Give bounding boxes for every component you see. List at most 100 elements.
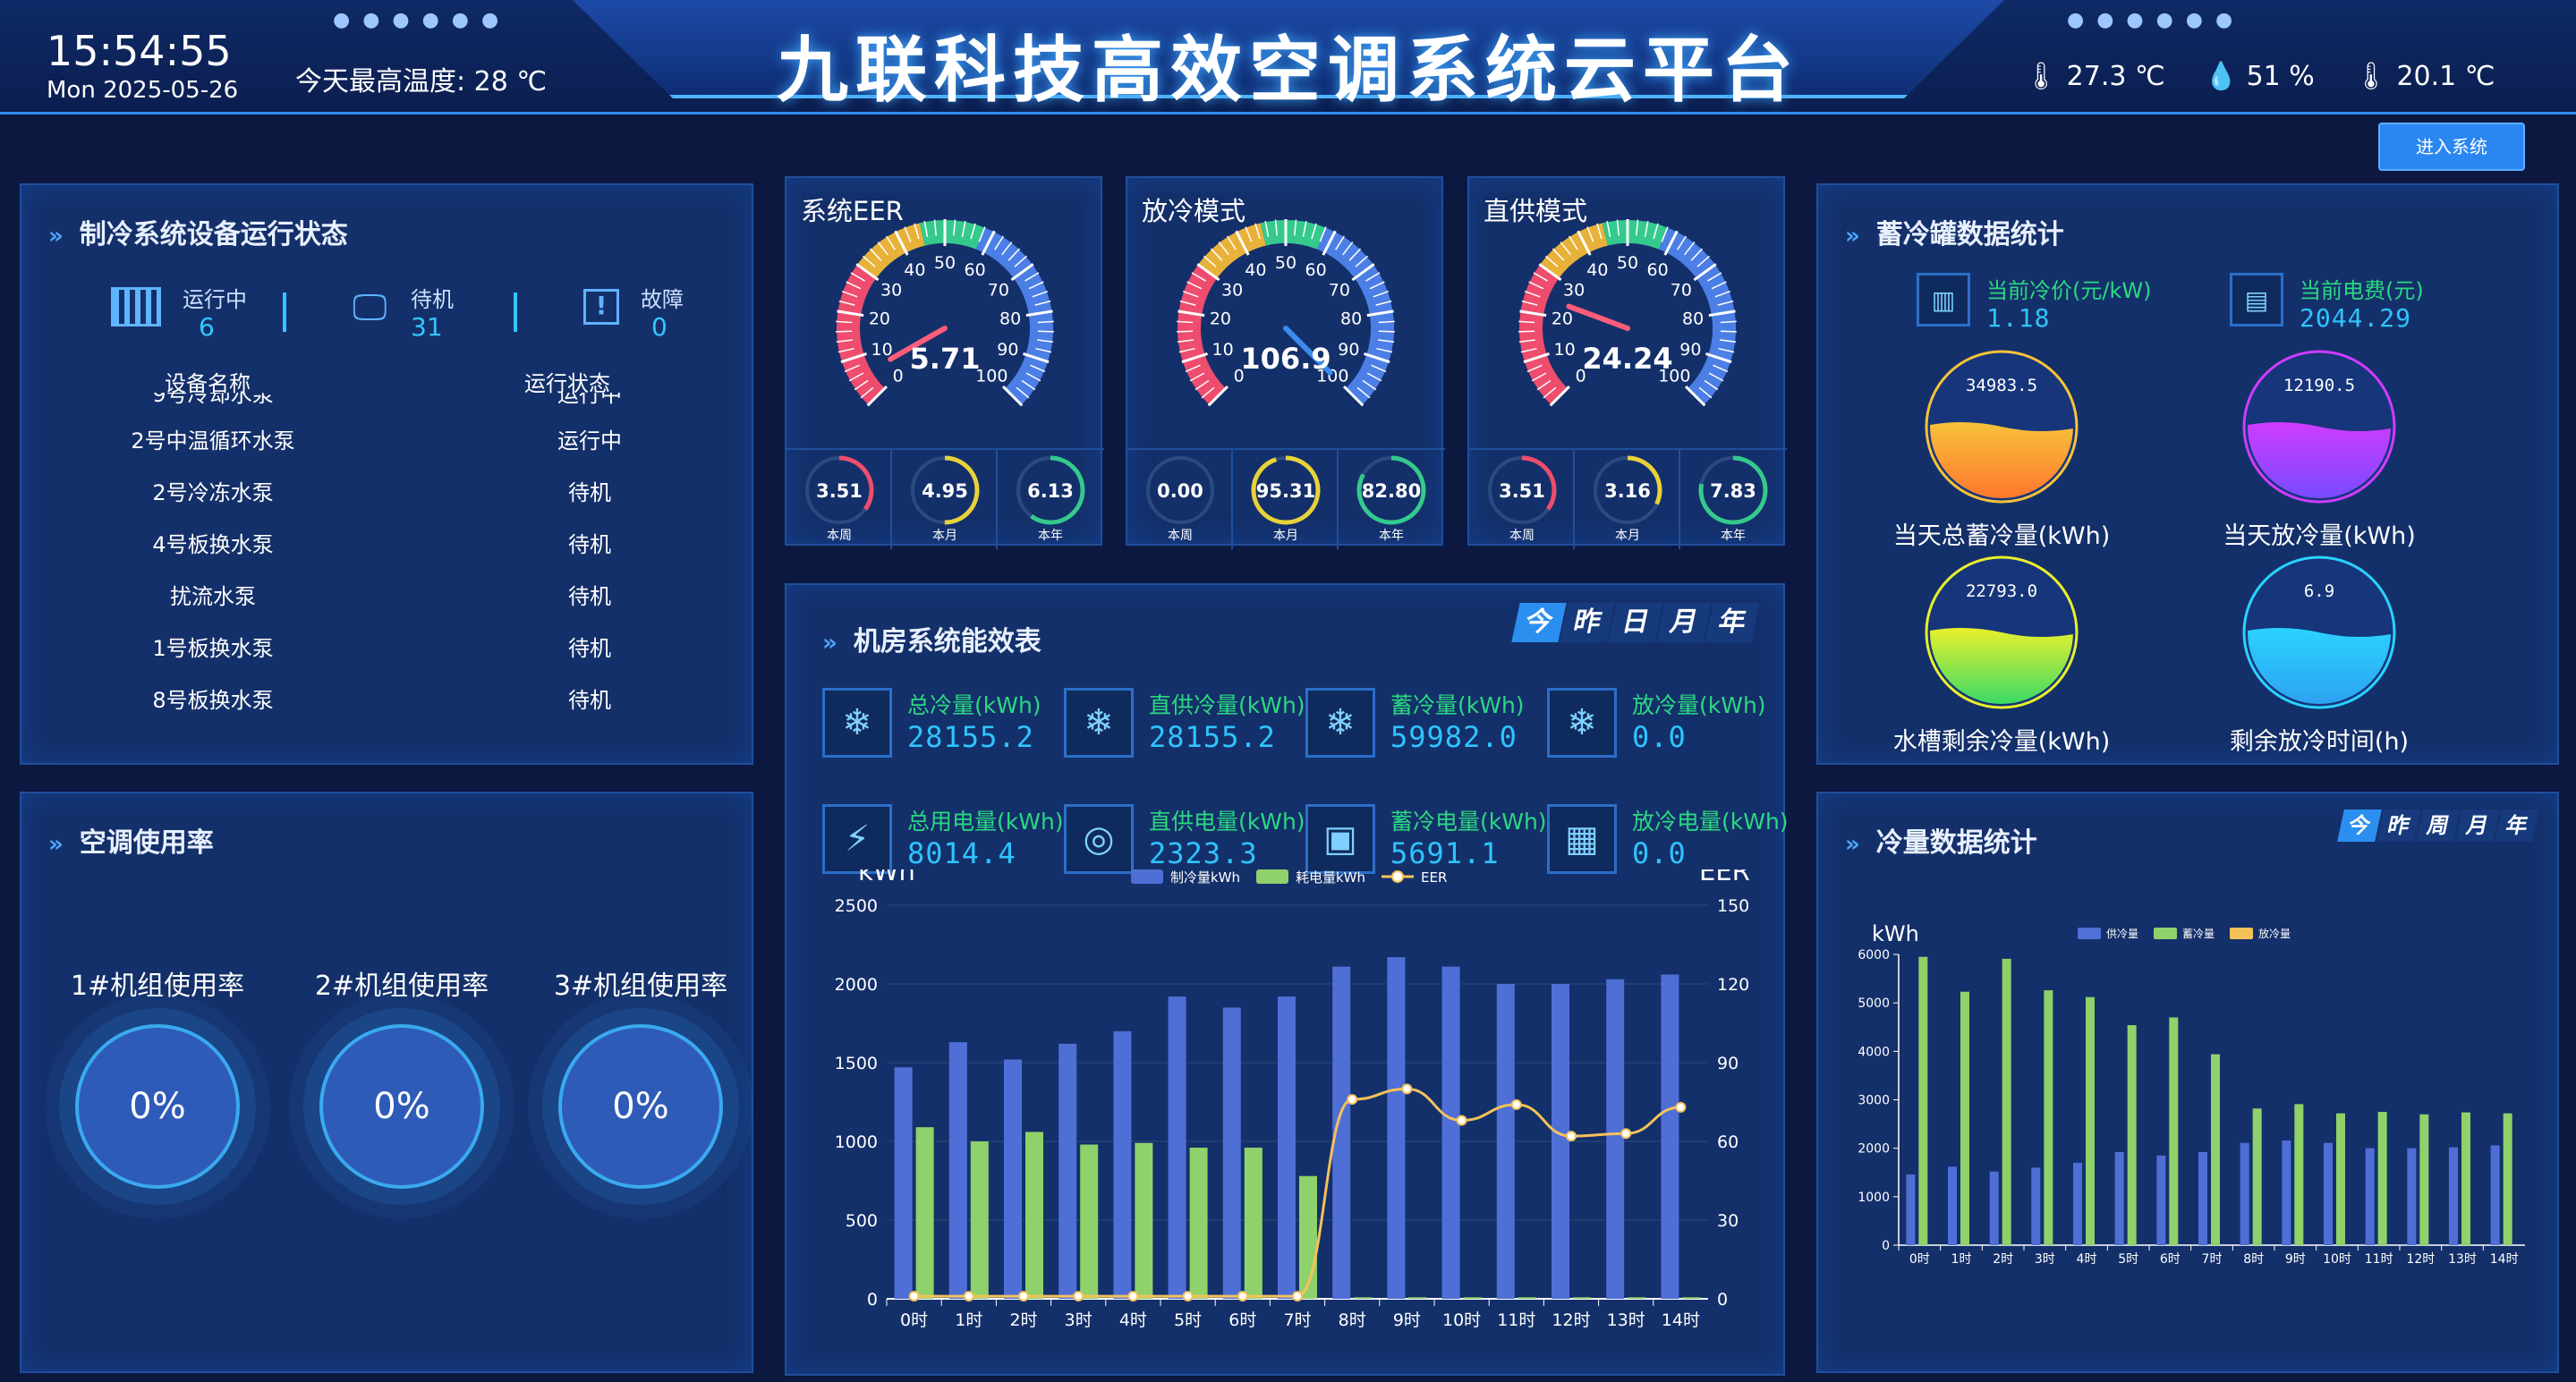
equipment-name: 扰流水泵: [170, 584, 256, 609]
bar[interactable]: [2211, 1054, 2220, 1245]
bar[interactable]: [1906, 1174, 1916, 1245]
bar[interactable]: [1948, 1166, 1957, 1245]
bar[interactable]: [1918, 956, 1928, 1245]
period-tab[interactable]: 月: [1656, 603, 1712, 642]
bar[interactable]: [2282, 1140, 2291, 1245]
bar[interactable]: [2252, 1108, 2262, 1245]
bar[interactable]: [1441, 966, 1460, 1299]
enter-system-button[interactable]: 进入系统: [2378, 123, 2525, 171]
bar[interactable]: [1189, 1148, 1208, 1299]
x-tick-label: 12时: [2406, 1252, 2435, 1267]
bar[interactable]: [1278, 996, 1296, 1299]
tank-gauge: 6.9: [2242, 555, 2396, 709]
period-tab[interactable]: 日: [1608, 603, 1663, 642]
bar[interactable]: [2377, 1112, 2387, 1245]
bar[interactable]: [1080, 1144, 1099, 1299]
y-tick-label: 4000: [1858, 1045, 1890, 1059]
bar[interactable]: [2449, 1147, 2458, 1245]
bar[interactable]: [2365, 1148, 2375, 1245]
bar[interactable]: [2419, 1114, 2429, 1245]
bar[interactable]: [1025, 1132, 1043, 1299]
bar[interactable]: [1408, 1297, 1427, 1299]
gauge-tick: [1520, 347, 1537, 353]
bar[interactable]: [2503, 1113, 2512, 1245]
period-tab[interactable]: 年: [2495, 810, 2539, 842]
period-tab[interactable]: 月: [2455, 810, 2500, 842]
bar[interactable]: [1518, 1297, 1536, 1299]
gauge-arc-segment: [1540, 223, 1609, 279]
bar[interactable]: [1606, 979, 1625, 1299]
bar[interactable]: [1496, 984, 1515, 1299]
bar[interactable]: [1332, 966, 1351, 1299]
bar[interactable]: [2002, 958, 2011, 1245]
bar[interactable]: [1222, 1007, 1241, 1299]
bar[interactable]: [894, 1067, 913, 1299]
equipment-status: 待机: [568, 532, 611, 557]
bar[interactable]: [1463, 1297, 1482, 1299]
period-tab[interactable]: 周: [2416, 810, 2461, 842]
bar[interactable]: [1387, 957, 1406, 1299]
bar[interactable]: [2031, 1167, 2041, 1245]
eer-point[interactable]: [1127, 1291, 1139, 1302]
bar[interactable]: [2127, 1025, 2137, 1245]
bar[interactable]: [2169, 1017, 2179, 1245]
metric-value: 0.0: [1632, 720, 1687, 754]
bar[interactable]: [915, 1127, 934, 1299]
bar[interactable]: [1552, 984, 1569, 1299]
bar[interactable]: [2294, 1104, 2304, 1245]
eer-point[interactable]: [1401, 1083, 1413, 1095]
period-tab[interactable]: 昨: [2376, 810, 2421, 842]
period-tab[interactable]: 昨: [1560, 603, 1615, 642]
bar[interactable]: [2073, 1162, 2082, 1245]
eer-point[interactable]: [1018, 1291, 1029, 1302]
eer-point[interactable]: [1182, 1291, 1194, 1302]
tank-value: 34983.5: [1966, 376, 2037, 395]
bar[interactable]: [1960, 991, 1969, 1245]
bar[interactable]: [2156, 1155, 2166, 1245]
bar[interactable]: [1004, 1059, 1022, 1299]
bar[interactable]: [2044, 990, 2053, 1245]
bar[interactable]: [1354, 1297, 1373, 1299]
bar[interactable]: [1113, 1030, 1132, 1299]
eer-point[interactable]: [1237, 1291, 1248, 1302]
eer-point[interactable]: [1566, 1131, 1577, 1142]
eer-point[interactable]: [1347, 1094, 1358, 1106]
bar[interactable]: [2407, 1148, 2417, 1245]
bar[interactable]: [2198, 1152, 2207, 1245]
eer-point[interactable]: [1456, 1115, 1467, 1126]
bar[interactable]: [2490, 1145, 2500, 1245]
eer-point[interactable]: [1620, 1128, 1632, 1140]
bar[interactable]: [1058, 1043, 1077, 1299]
y-axis-label: kWh: [1872, 921, 1919, 946]
bar[interactable]: [1989, 1171, 1999, 1245]
bar[interactable]: [1682, 1297, 1701, 1299]
eer-point[interactable]: [908, 1291, 920, 1302]
bar[interactable]: [2336, 1113, 2345, 1245]
bar[interactable]: [1573, 1297, 1591, 1299]
bar[interactable]: [948, 1042, 967, 1299]
period-tab[interactable]: 今: [1511, 603, 1567, 642]
eer-point[interactable]: [963, 1291, 974, 1302]
bar[interactable]: [1135, 1142, 1153, 1299]
bar[interactable]: [1628, 1297, 1646, 1299]
usage-ring: 0%: [75, 1024, 240, 1189]
bar[interactable]: [2114, 1152, 2124, 1245]
document-icon: ▤: [2230, 273, 2283, 326]
bar[interactable]: [2461, 1112, 2470, 1245]
period-tab[interactable]: 今: [2337, 810, 2382, 842]
bar[interactable]: [1244, 1148, 1262, 1299]
bar[interactable]: [1661, 974, 1679, 1299]
bar[interactable]: [1168, 996, 1186, 1299]
bar[interactable]: [970, 1141, 989, 1299]
period-tab[interactable]: 年: [1705, 603, 1760, 642]
eer-point[interactable]: [1510, 1098, 1522, 1110]
eer-point[interactable]: [1292, 1291, 1303, 1302]
bar[interactable]: [2240, 1142, 2249, 1245]
gauge-tick: [1677, 235, 1688, 250]
y-tick-label-right: 90: [1717, 1054, 1739, 1073]
bar[interactable]: [2086, 996, 2095, 1245]
eer-point[interactable]: [1073, 1291, 1084, 1302]
bar[interactable]: [2324, 1142, 2333, 1245]
eer-point[interactable]: [1675, 1101, 1687, 1113]
metric-value: 2323.3: [1149, 836, 1258, 870]
